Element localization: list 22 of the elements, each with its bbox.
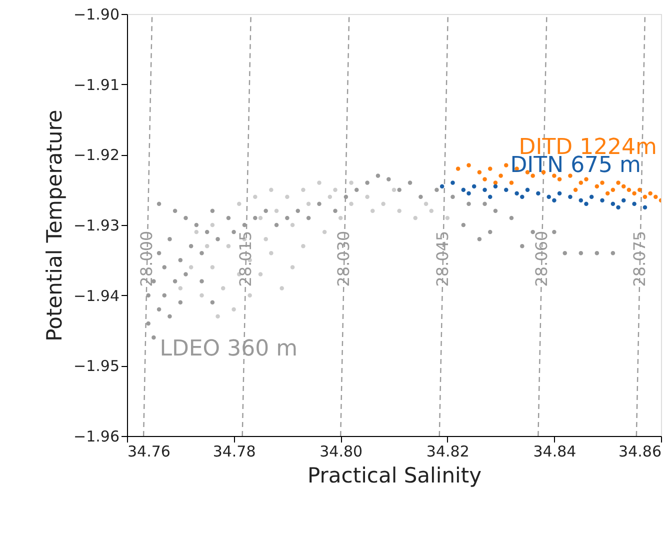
text: 28.030 [334, 230, 354, 287]
x-tick-label: 34.86 [618, 442, 662, 460]
y-tick-label: −1.93 [74, 216, 120, 234]
text: 28.075 [630, 230, 650, 287]
x-tick-label: 34.84 [533, 442, 576, 460]
text: 28.060 [532, 230, 551, 287]
y-tick-label: −1.92 [74, 146, 120, 164]
y-tick-label: −1.96 [74, 428, 120, 446]
y-axis-title: Potential Temperature [42, 110, 67, 342]
y-tick-label: −1.91 [74, 76, 120, 94]
x-axis-title: Practical Salinity [307, 464, 482, 488]
y-tick-label: −1.90 [74, 6, 120, 24]
series-label: LDEO 360 m [160, 336, 298, 362]
text: 28.000 [137, 230, 156, 287]
x-tick-label: 34.80 [320, 442, 363, 460]
text: 28.045 [432, 230, 452, 287]
x-tick-label: 34.76 [128, 442, 170, 460]
x-tick-label: 34.78 [212, 442, 256, 460]
text: 28.015 [236, 230, 255, 287]
y-tick-label: −1.95 [74, 357, 120, 376]
y-tick-label: −1.94 [74, 286, 120, 305]
x-tick-label: 34.82 [426, 442, 470, 460]
